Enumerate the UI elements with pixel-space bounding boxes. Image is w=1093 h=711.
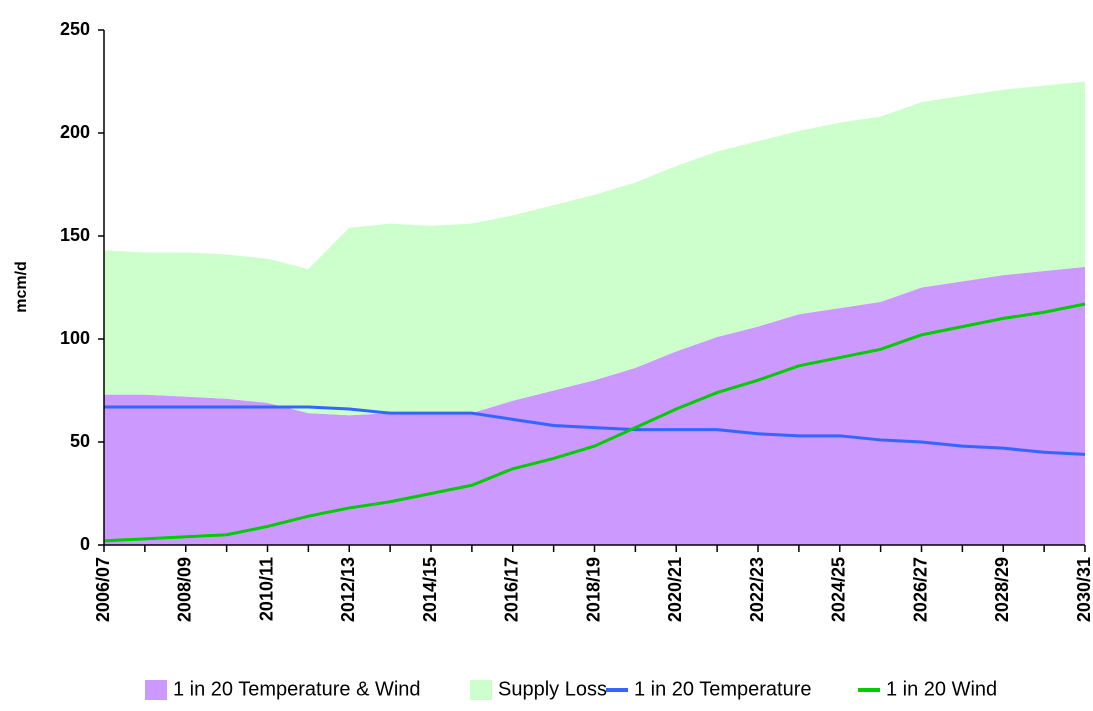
x-tick-label: 2018/19	[583, 557, 603, 622]
y-tick-label: 0	[80, 534, 90, 554]
x-tick-label: 2010/11	[256, 557, 276, 621]
y-tick-label: 100	[60, 328, 90, 348]
line	[103, 302, 1086, 543]
legend-label: 1 in 20 Temperature & Wind	[173, 678, 421, 700]
line	[104, 405, 1086, 456]
area	[104, 266, 1085, 545]
legend-swatch	[470, 680, 492, 700]
x-tick-label: 2030/31	[1074, 557, 1093, 622]
legend-label: Supply Loss	[498, 678, 607, 700]
y-tick-label: 250	[60, 19, 90, 39]
y-tick-label: 200	[60, 122, 90, 142]
area	[104, 81, 1085, 416]
y-tick-label: 150	[60, 225, 90, 245]
x-tick-label: 2026/27	[910, 557, 930, 622]
x-tick-label: 2016/17	[502, 557, 522, 622]
y-axis-label: mcm/d	[13, 261, 30, 313]
legend-swatch	[145, 680, 167, 700]
legend-label: 1 in 20 Wind	[886, 678, 997, 700]
x-tick-label: 2028/29	[992, 557, 1012, 622]
x-tick-label: 2014/15	[420, 557, 440, 622]
y-tick-label: 50	[70, 431, 90, 451]
x-tick-label: 2024/25	[829, 557, 849, 622]
x-tick-label: 2022/23	[747, 557, 767, 622]
x-tick-label: 2012/13	[338, 557, 358, 622]
x-tick-label: 2006/07	[93, 557, 113, 622]
legend-label: 1 in 20 Temperature	[634, 678, 812, 700]
x-tick-label: 2008/09	[175, 557, 195, 622]
x-tick-label: 2020/21	[665, 557, 685, 622]
